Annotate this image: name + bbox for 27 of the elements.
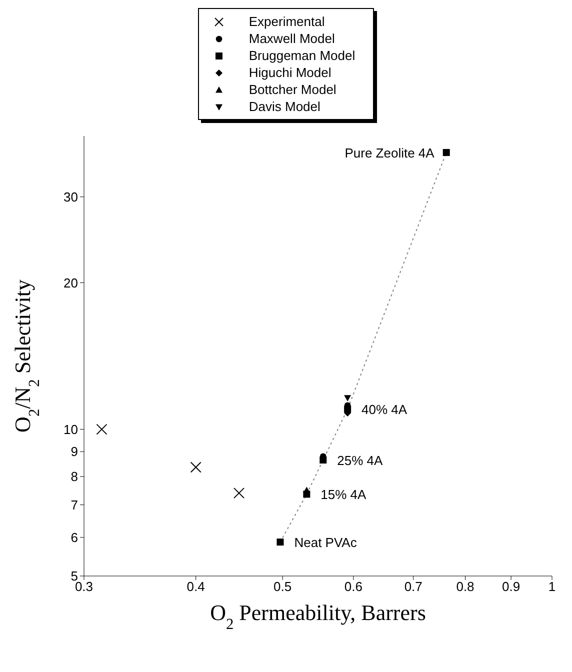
y-tick-label: 30	[64, 189, 78, 204]
annotation: 15% 4A	[320, 487, 367, 502]
y-tick-label: 7	[70, 497, 78, 512]
y-tick-label: 20	[64, 275, 78, 290]
x-tick-label: 0.5	[274, 579, 292, 594]
x-axis-title: O$_{2}$ Permeability, Barrers	[210, 600, 426, 632]
y-tick-label: 10	[64, 422, 78, 437]
legend-label: Experimental	[248, 14, 325, 29]
x-tick-label: 0.9	[502, 579, 520, 594]
y-tick-label: 8	[70, 469, 78, 484]
x-tick-label: 0.8	[456, 579, 474, 594]
annotation: Neat PVAc	[294, 535, 358, 550]
y-tick-label: 9	[70, 444, 78, 460]
x-tick-label: 0.4	[186, 579, 205, 594]
x-tick-label: 1	[548, 579, 556, 594]
x-tick-label: 0.6	[344, 579, 362, 594]
annotation: Pure Zeolite 4A	[344, 145, 435, 160]
legend-label: Maxwell Model	[248, 31, 335, 46]
annotation: 40% 4A	[362, 402, 408, 418]
y-tick-label: 6	[70, 530, 78, 546]
legend-label: Davis Model	[248, 99, 320, 114]
legend-label: Bottcher Model	[248, 82, 336, 97]
legend-label: Higuchi Model	[248, 65, 332, 80]
annotation: 25% 4A	[337, 453, 383, 468]
legend-label: Bruggeman Model	[248, 48, 356, 63]
x-tick-label: 0.3	[74, 579, 94, 594]
x-tick-label: 0.7	[404, 579, 422, 594]
